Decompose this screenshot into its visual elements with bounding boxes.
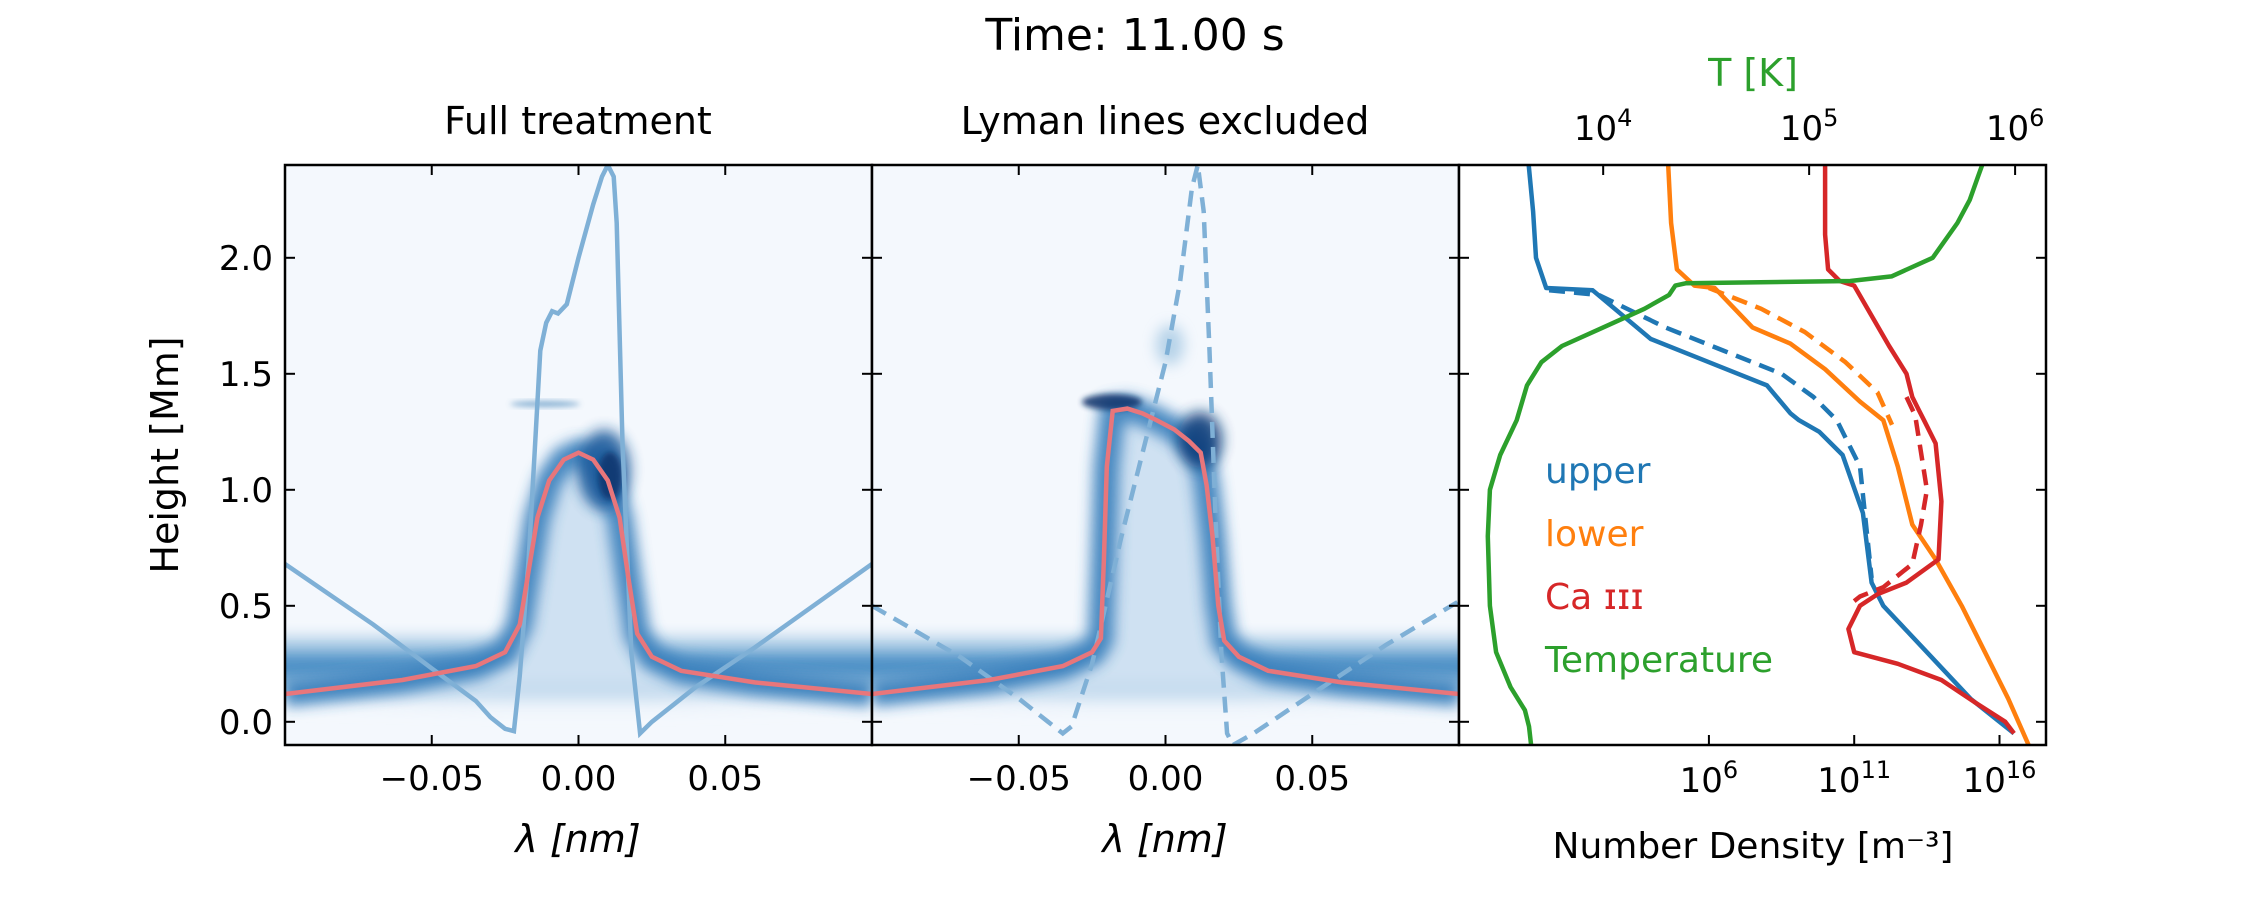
series-ca-iii-lyman-excluded [1846,396,1930,608]
panel2-title: Lyman lines excluded [961,99,1370,143]
panel1-xlabel: λ [nm] [513,817,640,861]
panel1-faint-streak [510,401,580,407]
legend-entry-blue: upper [1545,451,1651,492]
series-lower [1665,165,2031,745]
panel1-xtick-label: 0.05 [687,759,763,799]
panel1-title: Full treatment [444,99,712,143]
suptitle: Time: 11.00 s [984,10,1284,61]
panel2-density-map [872,165,1459,745]
panel-lyman-excluded: Lyman lines excluded −0.05 0.00 0.05 λ [nm… [870,99,1461,861]
series-upper [1526,165,2016,736]
panel2-dark-blob-upper [1082,394,1142,410]
panel2-core-glow-fill [872,408,1459,699]
panel3-xlabel: Number Density [m⁻³] [1553,826,1954,867]
panel1-density-map [285,165,872,739]
panel3-xlabel-text: Number Density [m⁻³] [1553,826,1954,867]
panel1-ytick-label: 0.5 [219,587,273,627]
panel1-x-ticks: −0.05 0.00 0.05 [380,165,763,799]
panel3-xtick-label: 1011 [1817,756,1891,801]
panel1-ytick-label: 1.5 [219,355,273,395]
legend-entry-orange: lower [1545,514,1644,555]
panel2-core-line [872,406,1459,697]
legend-entry-green: Temperature [1544,640,1773,681]
panel2-xtick-label: 0.05 [1274,759,1350,799]
panel2-xtick-label: −0.05 [967,759,1071,799]
panel1-dark-blob-core [598,452,622,500]
panel1-ytick-label: 0.0 [219,703,273,743]
panel3-background [1459,165,2046,745]
panel2-xlabel: λ [nm] [1100,817,1227,861]
panel1-ytick-label: 2.0 [219,239,273,279]
panel1-core-glow-fill [285,452,872,699]
series-temperature [1485,165,1985,745]
panel3-xtick-label: 106 [1680,756,1739,801]
panel3-toptick-label: 104 [1574,104,1633,149]
panel1-xtick-label: 0.00 [541,759,617,799]
panel3-legend: upper lower Ca ɪɪɪ Temperature [1544,451,1773,681]
panel3-x-ticks: 106 1011 1016 [1680,735,2037,801]
legend-entry-red: Ca ɪɪɪ [1545,577,1644,618]
panel3-toptick-label: 105 [1780,104,1839,149]
panel1-ytick-label: 1.0 [219,471,273,511]
panel2-y-ticks [872,256,1459,723]
panel-number-density: T [K] 106 1011 1016 104 105 106 upper lower Ca… [1457,51,2048,867]
panel1-ylabel: Height [Mm] [143,336,187,573]
panel3-top-ticks: 104 105 106 [1574,104,2044,175]
panel3-xtick-label: 1016 [1963,756,2037,801]
panel1-velocity-line [285,165,872,739]
panel3-y-ticks [1459,256,2046,723]
panel3-top-axis-label: T [K] [1707,51,1798,95]
panel2-x-ticks: −0.05 0.00 0.05 [967,165,1350,799]
panel-full-treatment: Full treatment −0.05 0.00 0.05 0.0 0.5 1.0 1.… [143,99,874,861]
panel1-core-line [285,450,872,697]
series-ca-iii [1822,165,2016,735]
panel2-velocity-line [872,165,1459,745]
panel3-lines [1485,165,2031,745]
panel1-y-ticks: 0.0 0.5 1.0 1.5 2.0 [219,239,872,743]
panel3-frame [1457,163,2048,747]
series-upper-lyman-excluded [1548,288,1874,579]
panel2-xtick-label: 0.00 [1128,759,1204,799]
panel1-xtick-label: −0.05 [380,759,484,799]
series-lower-lyman-excluded [1708,285,1895,426]
panel3-toptick-label: 106 [1986,104,2045,149]
